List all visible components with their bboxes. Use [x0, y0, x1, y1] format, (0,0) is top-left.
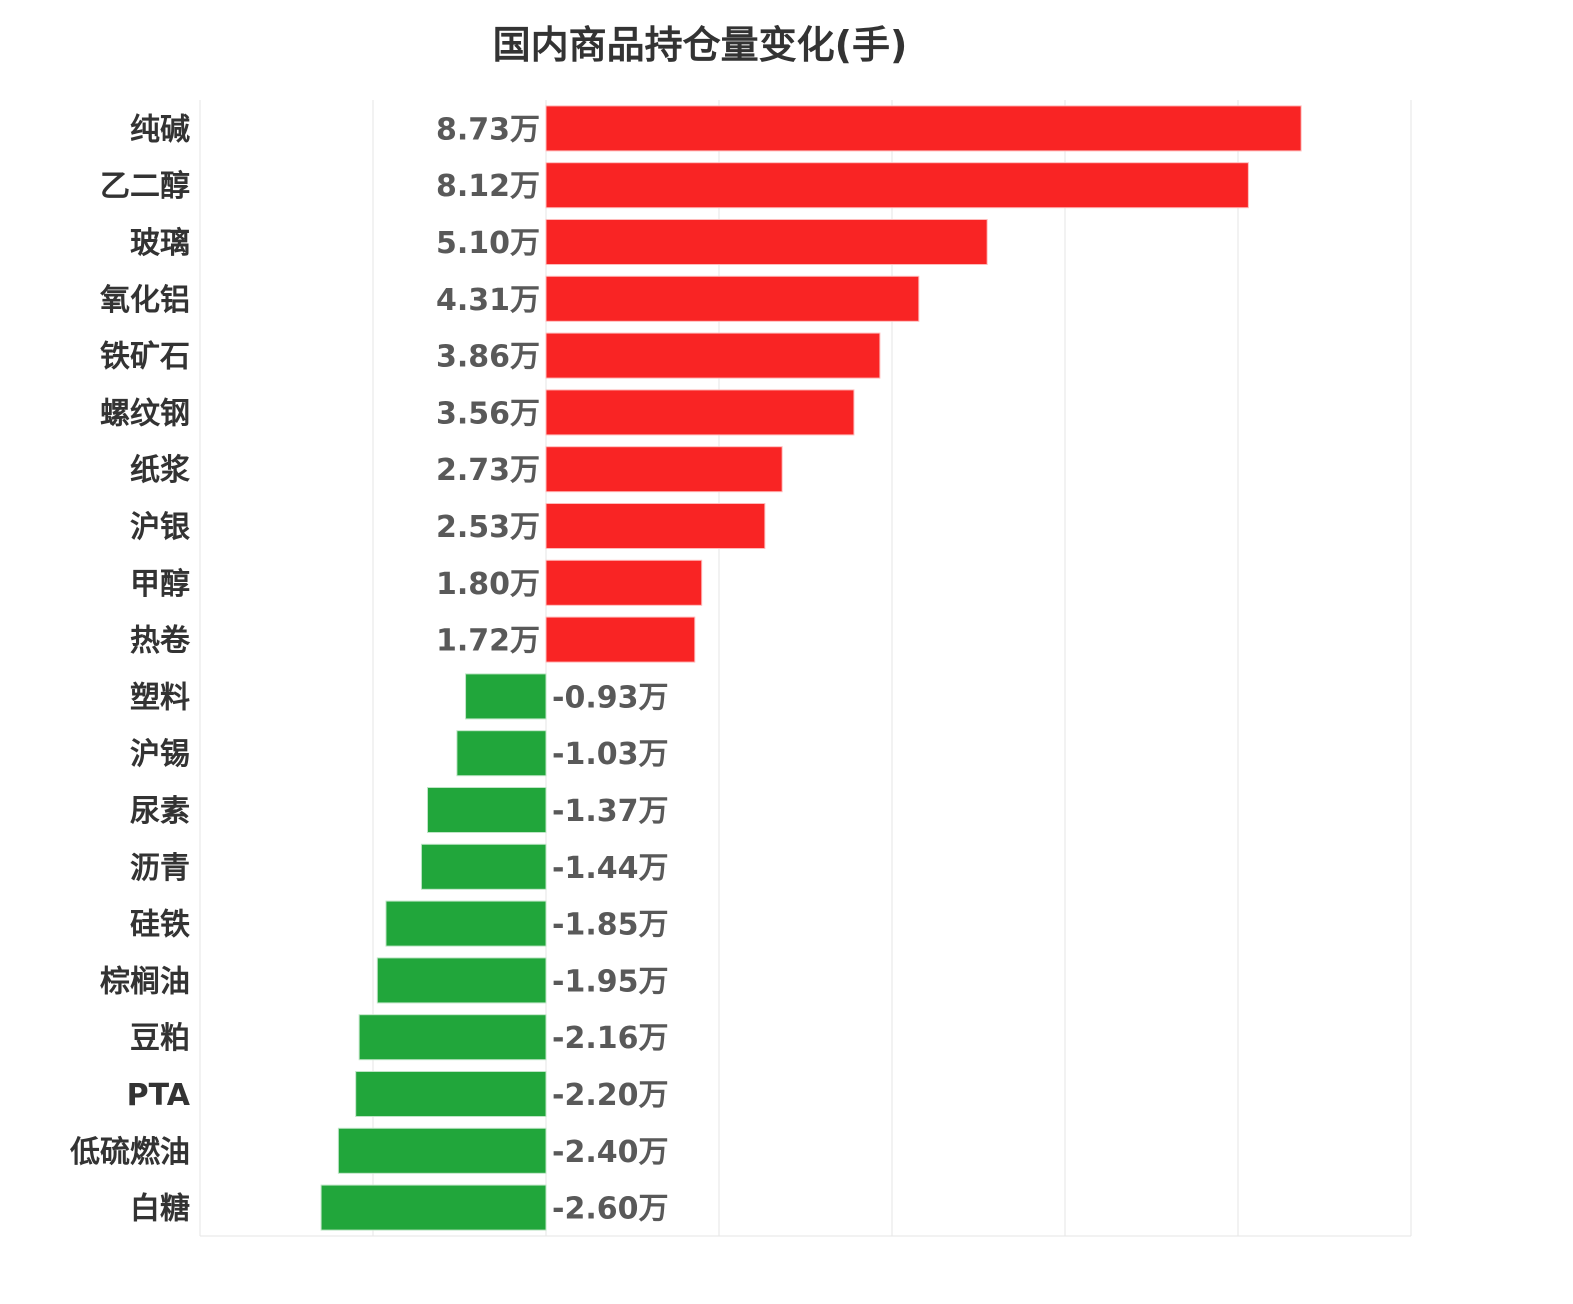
- category-label: 氧化铝: [100, 283, 190, 318]
- bar: [337, 1127, 547, 1174]
- category-label: 纯碱: [130, 112, 190, 147]
- data-label: 8.73万: [436, 112, 540, 147]
- bar: [545, 275, 920, 322]
- bar: [545, 105, 1302, 152]
- data-label: -0.93万: [552, 680, 668, 715]
- category-label: 棕榈油: [100, 964, 190, 999]
- category-label: 螺纹钢: [100, 396, 190, 431]
- data-label: -2.40万: [552, 1135, 668, 1170]
- category-label: 甲醇: [130, 567, 190, 602]
- category-label: 玻璃: [130, 226, 190, 261]
- bar: [545, 616, 696, 663]
- category-label: 热卷: [130, 624, 191, 659]
- bar: [355, 1071, 547, 1117]
- category-label: 塑料: [130, 680, 190, 715]
- bar: [545, 332, 881, 379]
- data-label: -1.37万: [552, 794, 668, 829]
- data-label: 1.72万: [436, 624, 540, 659]
- data-label: -2.60万: [552, 1192, 668, 1227]
- data-label: 5.10万: [436, 226, 540, 261]
- bar: [426, 787, 547, 833]
- value-labels: 8.73万 8.12万 5.10万 4.31万 3.86万 3.56万 2.73万 2.53万…: [436, 112, 669, 1226]
- bar: [320, 1184, 547, 1231]
- category-label: 纸浆: [130, 453, 190, 488]
- data-label: -1.95万: [552, 964, 668, 999]
- data-label: 1.80万: [436, 567, 540, 602]
- bar: [545, 389, 855, 436]
- data-label: -2.16万: [552, 1021, 668, 1056]
- bar: [385, 900, 547, 947]
- data-label: -2.20万: [552, 1078, 668, 1113]
- category-label: 硅铁: [130, 908, 190, 943]
- category-label: 尿素: [130, 794, 190, 829]
- category-label: 铁矿石: [100, 340, 190, 375]
- chart-title: 国内商品持仓量变化(手): [493, 23, 908, 67]
- data-label: 3.56万: [436, 396, 540, 431]
- data-label: 2.53万: [436, 510, 540, 545]
- bar: [545, 219, 988, 265]
- data-label: -1.85万: [552, 908, 668, 943]
- data-label: 4.31万: [436, 283, 540, 318]
- category-label: 沥青: [130, 851, 190, 886]
- category-label: 低硫燃油: [69, 1135, 190, 1170]
- category-label: 白糖: [130, 1192, 190, 1227]
- bar: [456, 730, 547, 777]
- bar: [420, 843, 547, 890]
- data-label: 8.12万: [436, 169, 540, 204]
- category-label: 沪锡: [130, 737, 190, 772]
- bar: [545, 162, 1249, 209]
- bar: [545, 446, 783, 493]
- data-label: -1.03万: [552, 737, 668, 772]
- category-label: PTA: [127, 1078, 191, 1113]
- gridlines: [199, 100, 1412, 1237]
- data-label: 3.86万: [436, 340, 540, 375]
- category-label: 乙二醇: [100, 169, 190, 204]
- category-label: 沪银: [130, 510, 190, 545]
- category-label: 豆粕: [130, 1021, 190, 1056]
- data-label: -1.44万: [552, 851, 668, 886]
- bar: [376, 957, 547, 1004]
- bars: [320, 105, 1302, 1231]
- bar: [465, 673, 547, 720]
- bar: [358, 1014, 547, 1061]
- bar: [545, 559, 703, 606]
- data-label: 2.73万: [436, 453, 540, 488]
- bar: [545, 503, 766, 549]
